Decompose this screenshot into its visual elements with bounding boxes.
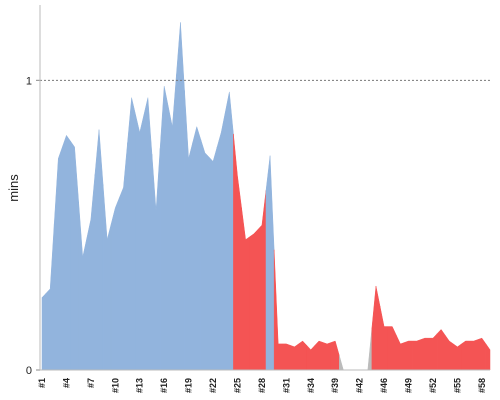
y-axis-label: mins: [6, 174, 21, 202]
x-tick-label: #13: [135, 378, 145, 393]
area-segment: [363, 327, 373, 371]
area-segment: [127, 97, 136, 371]
area-segment: [412, 339, 422, 371]
area-segment: [233, 133, 242, 371]
area-segment: [396, 335, 405, 371]
x-tick-label: #49: [404, 378, 414, 393]
area-segment: [485, 343, 491, 371]
area-segment: [143, 97, 153, 371]
area-segment: [86, 174, 96, 371]
area-segment: [420, 337, 430, 371]
x-tick-label: #31: [281, 378, 291, 393]
area-segment: [298, 340, 307, 371]
x-tick-label: #52: [428, 378, 438, 393]
area-segment: [444, 334, 454, 371]
area-segment: [453, 343, 462, 371]
area-segment: [436, 329, 446, 371]
area-segment: [208, 146, 218, 371]
area-segment: [53, 146, 63, 371]
area-segment: [282, 343, 291, 371]
x-tick-label: #42: [355, 378, 365, 393]
area-segment: [168, 74, 177, 371]
area-segment: [151, 148, 161, 371]
area-segment: [184, 90, 193, 371]
x-tick-label: #55: [452, 378, 462, 393]
area-segment: [216, 112, 226, 371]
x-tick-label: #25: [232, 378, 242, 393]
area-segment: [102, 184, 112, 371]
x-tick-label: #4: [61, 378, 71, 388]
area-segment: [477, 337, 487, 371]
area-segment: [135, 115, 145, 371]
area-segment: [322, 342, 332, 371]
y-tick-label: 1: [26, 75, 32, 87]
area-segment: [387, 326, 397, 371]
x-tick-label: #34: [306, 378, 316, 393]
x-tick-label: #7: [86, 378, 96, 388]
area-segment: [469, 339, 479, 371]
area-segment: [306, 344, 316, 371]
x-tick-label: #22: [208, 378, 218, 393]
x-tick-label: #1: [37, 378, 47, 388]
area-segment: [404, 340, 413, 371]
x-tick-label: #19: [184, 378, 194, 393]
area-segment: [428, 333, 438, 371]
area-segment: [225, 91, 234, 371]
area-segment: [371, 285, 381, 371]
area-segment: [78, 201, 88, 371]
area-segment: [241, 207, 250, 371]
x-tick-label: #39: [330, 378, 340, 393]
area-segment: [176, 22, 185, 371]
area-segment: [265, 155, 275, 371]
x-tick-label: #46: [379, 378, 389, 393]
area-segment: [290, 343, 299, 371]
area-segment: [314, 340, 324, 371]
area-segment: [330, 340, 340, 371]
area-segment: [62, 134, 71, 371]
area-segment: [273, 249, 283, 371]
y-tick-label: 0: [26, 365, 32, 377]
area-segment: [339, 355, 348, 371]
area-segment: [70, 140, 79, 371]
area-segment: [200, 139, 210, 371]
area-segment: [119, 142, 128, 371]
area-segment: [159, 86, 169, 371]
area-segment: [110, 197, 120, 371]
x-tick-label: #10: [110, 378, 120, 393]
x-tick-label: #58: [477, 378, 487, 393]
x-tick-label: #16: [159, 378, 169, 393]
area-segment: [192, 125, 202, 371]
x-tick-label: #28: [257, 378, 267, 393]
area-segment: [379, 306, 389, 371]
area-segment: [94, 129, 104, 371]
area-segment: [41, 292, 47, 371]
area-segment: [461, 340, 470, 371]
area-segment: [249, 228, 259, 371]
area-segment: [257, 190, 267, 371]
area-segment: [45, 223, 55, 371]
